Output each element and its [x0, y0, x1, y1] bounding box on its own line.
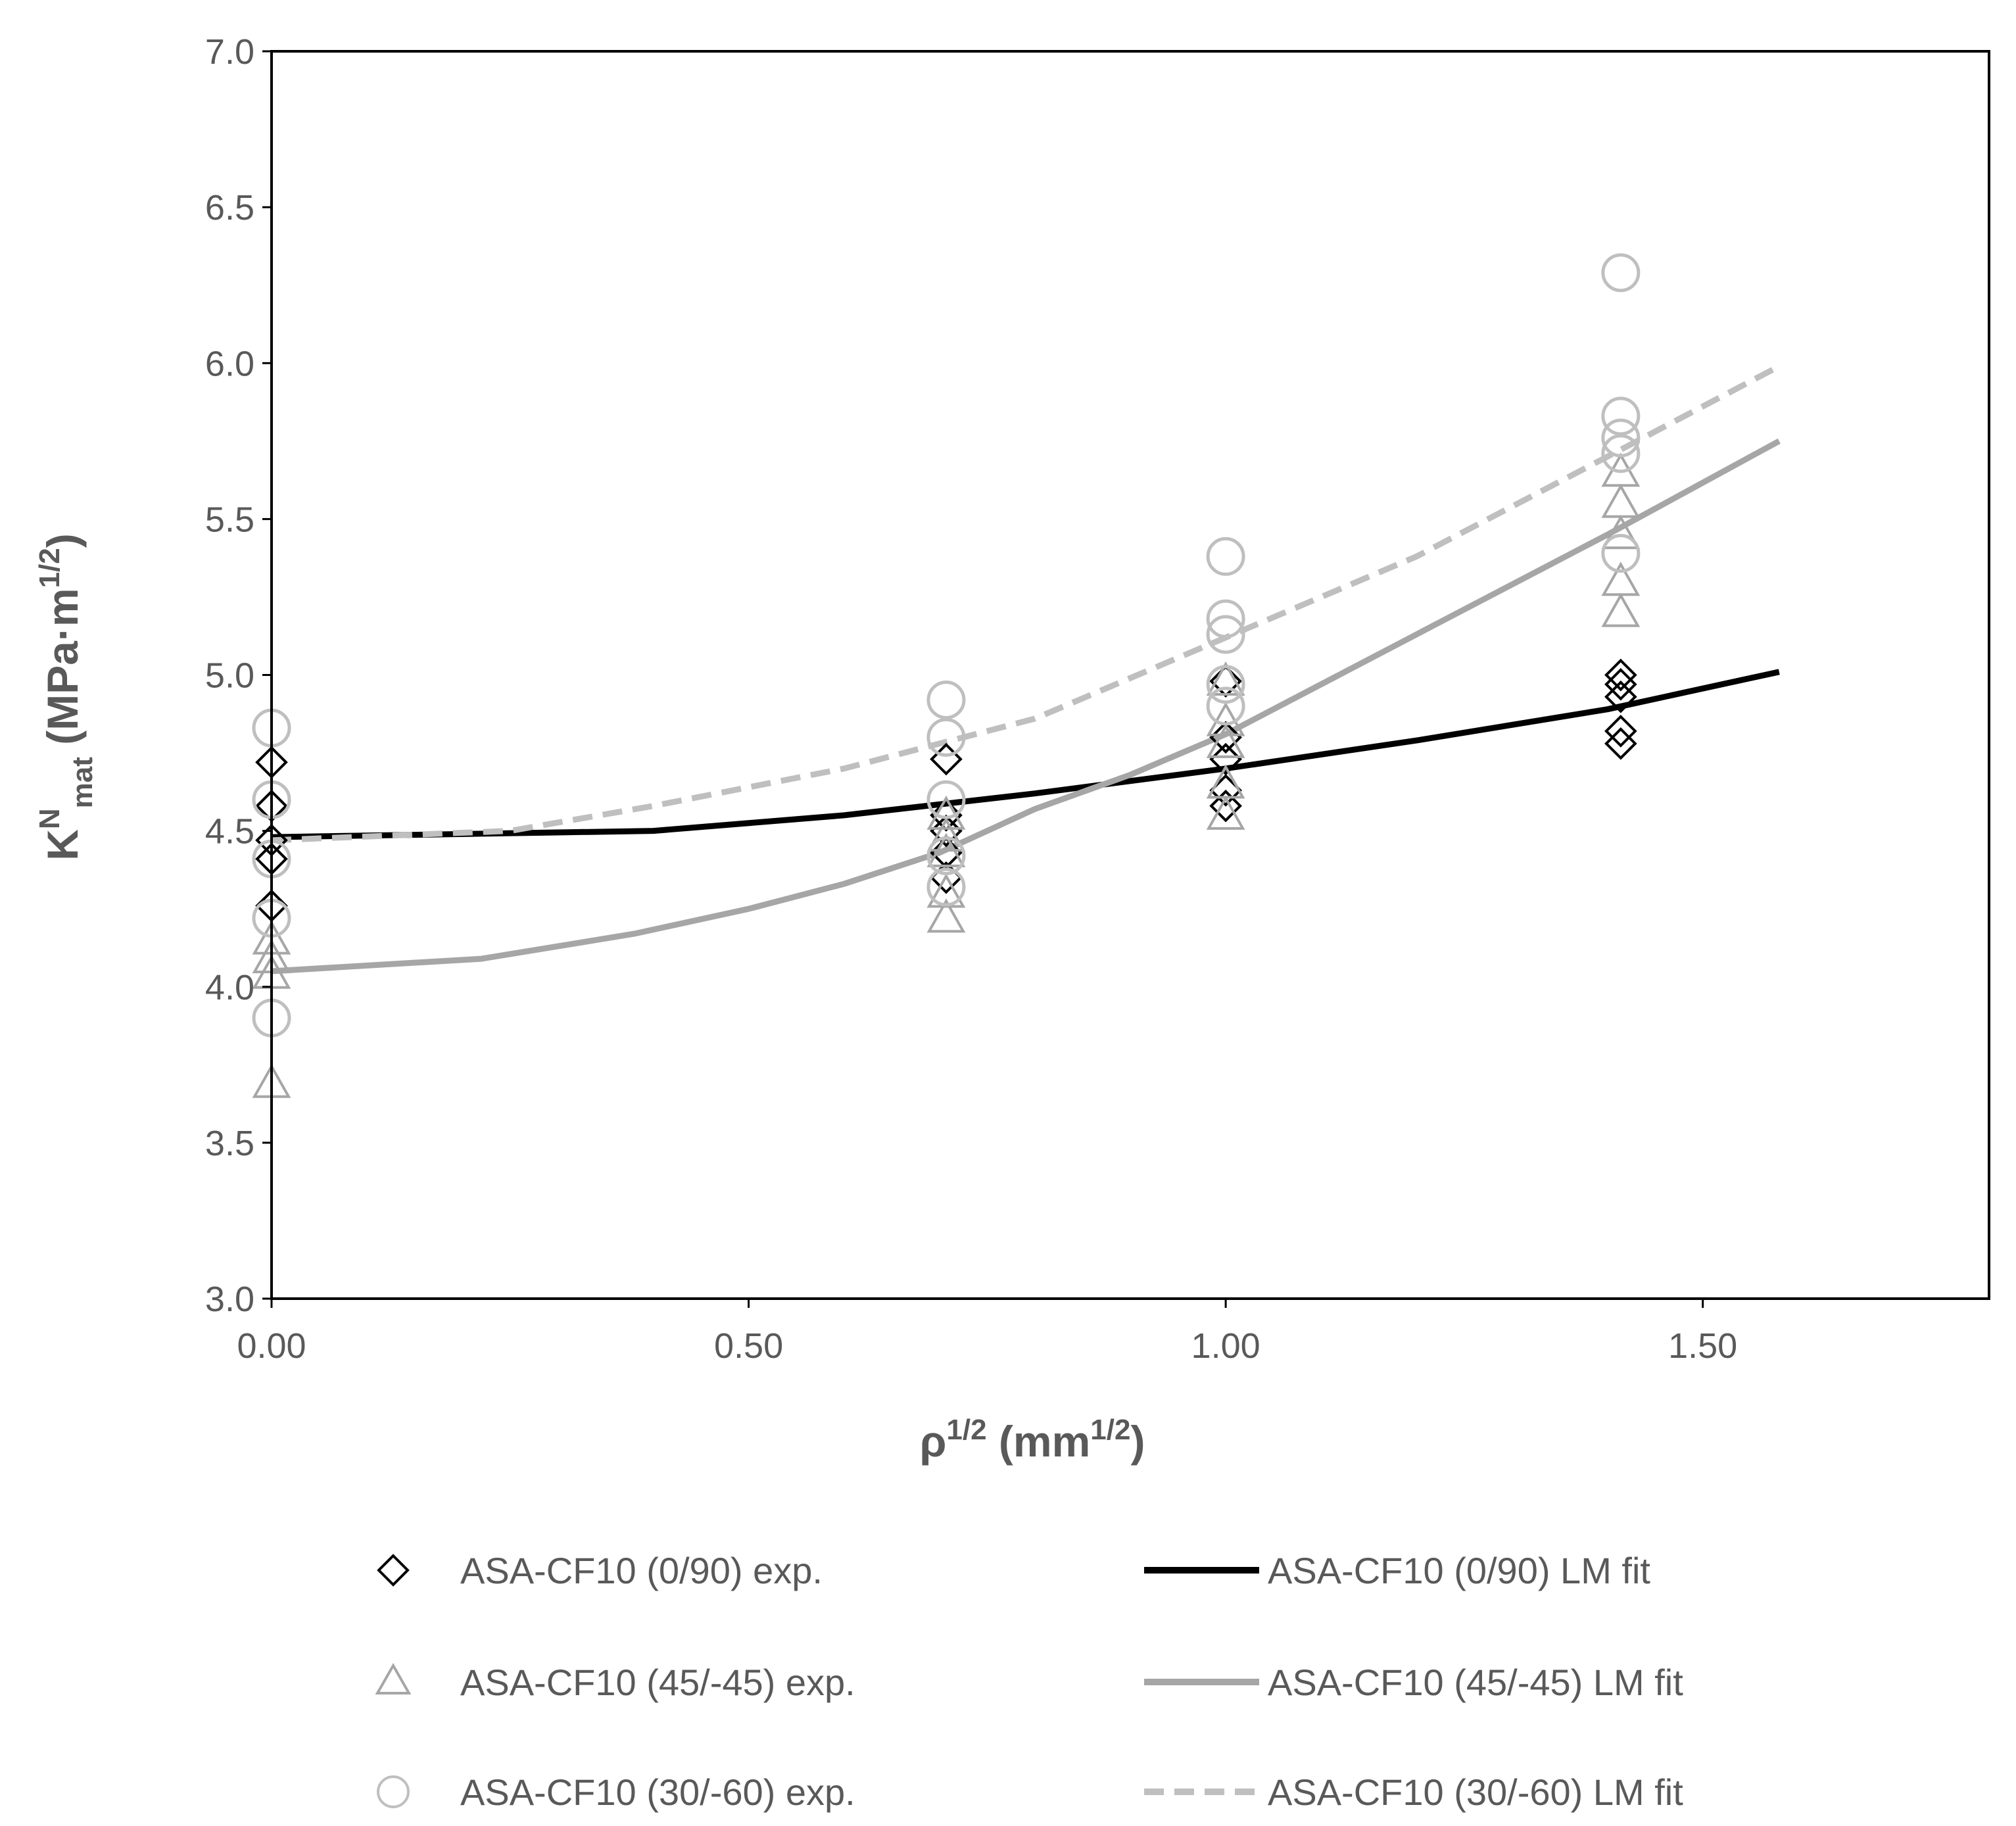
x-tick-label: 0.00 [237, 1326, 306, 1366]
data-point-diamond [1604, 715, 1637, 748]
data-point-triangle [926, 817, 966, 852]
y-tick-label: 5.5 [205, 500, 254, 539]
data-point-diamond [1209, 742, 1242, 776]
series-layer [252, 253, 1781, 1098]
x-tick-label: 1.50 [1668, 1326, 1737, 1366]
data-point-triangle [926, 795, 966, 830]
data-point-circle [1601, 434, 1641, 473]
legend-triangle-marker [375, 1662, 412, 1694]
data-point-circle [926, 680, 966, 719]
fit-line-30-60 [271, 364, 1781, 844]
data-point-triangle [926, 832, 966, 867]
y-tick-label: 6.0 [205, 344, 254, 383]
data-point-triangle [1206, 702, 1245, 736]
data-point-circle [1206, 686, 1245, 726]
legend-label-0-90-exp: ASA-CF10 (0/90) exp. [460, 1550, 823, 1591]
y-axis-title-base: K [38, 829, 87, 861]
data-point-triangle [926, 898, 966, 933]
data-point-circle [1601, 534, 1641, 573]
y-tick-label: 4.0 [205, 968, 254, 1007]
legend-label-45-45-exp: ASA-CF10 (45/-45) exp. [460, 1662, 855, 1703]
data-point-triangle [1206, 661, 1245, 696]
fit-line-0-90 [271, 669, 1780, 840]
legend-label-30-60-fit: ASA-CF10 (30/-60) LM fit [1268, 1771, 1683, 1813]
x-axis-title-unit-sup: 1/2 [1090, 1414, 1130, 1446]
y-tick-label: 3.0 [205, 1280, 254, 1319]
legend-item-45-45-fit: ASA-CF10 (45/-45) LM fit [1144, 1662, 1683, 1703]
legend-diamond-marker [377, 1554, 410, 1587]
y-axis-title: KNmat (MPa·m1/2) [34, 533, 99, 861]
data-point-diamond [1209, 721, 1242, 754]
y-tick-label: 3.5 [205, 1124, 254, 1163]
data-point-diamond [1604, 727, 1637, 760]
legend-label-0-90-fit: ASA-CF10 (0/90) LM fit [1268, 1550, 1650, 1591]
y-axis-title-sub: mat [66, 757, 99, 809]
legend-item-45-45-exp: ASA-CF10 (45/-45) exp. [375, 1662, 855, 1703]
y-axis-title-unit: (MPa·m [38, 588, 87, 757]
data-point-circle [926, 717, 966, 757]
ticks-layer: 3.0 3.5 4.0 4.5 5.0 5.5 6.0 6.5 7.0 0.00 0.50 1.00 1… [205, 32, 1737, 1366]
data-point-triangle [1601, 515, 1641, 550]
data-point-circle [1206, 665, 1245, 704]
legend-item-30-60-exp: ASA-CF10 (30/-60) exp. [377, 1771, 855, 1813]
x-axis-title-base: ρ [920, 1417, 947, 1466]
data-point-circle [926, 867, 966, 907]
y-axis-title-unit-sup: 1/2 [34, 548, 66, 588]
data-point-diamond [1209, 789, 1242, 823]
data-point-circle [926, 836, 966, 876]
x-tick-label: 0.50 [714, 1326, 783, 1366]
legend-label-30-60-exp: ASA-CF10 (30/-60) exp. [460, 1771, 855, 1813]
data-point-circle [1206, 599, 1245, 638]
x-axis-title-unit: (mm [987, 1417, 1091, 1466]
legend-item-30-60-fit: ASA-CF10 (30/-60) LM fit [1144, 1771, 1683, 1813]
y-tick-label: 4.5 [205, 812, 254, 852]
y-axis-title-unit-close: ) [38, 533, 87, 548]
data-point-circle [1206, 537, 1245, 576]
data-point-diamond [1604, 667, 1637, 701]
x-axis-title-sup: 1/2 [946, 1414, 986, 1446]
x-tick-label: 1.00 [1191, 1326, 1260, 1366]
data-point-triangle [1206, 723, 1245, 758]
fit-line-45-45 [271, 438, 1781, 974]
data-point-circle [1601, 418, 1641, 458]
data-point-diamond [930, 742, 963, 776]
data-point-diamond [1604, 658, 1637, 692]
data-point-triangle [1206, 795, 1245, 830]
data-point-circle [926, 780, 966, 819]
y-tick-label: 5.0 [205, 656, 254, 696]
y-tick-label: 6.5 [205, 188, 254, 228]
data-point-diamond [1604, 680, 1637, 713]
legend-circle-marker [377, 1775, 410, 1808]
data-point-circle [1206, 615, 1245, 654]
legend-label-45-45-fit: ASA-CF10 (45/-45) LM fit [1268, 1662, 1683, 1703]
data-point-circle [1601, 396, 1641, 436]
data-point-circle [1601, 253, 1641, 293]
y-tick-label: 7.0 [205, 32, 254, 72]
x-axis-title: ρ1/2 (mm1/2) [920, 1414, 1145, 1466]
legend-item-0-90-exp: ASA-CF10 (0/90) exp. [377, 1550, 823, 1591]
data-point-triangle [1601, 592, 1641, 627]
y-axis-title-sup: N [34, 808, 66, 829]
legend-item-0-90-fit: ASA-CF10 (0/90) LM fit [1144, 1550, 1650, 1591]
data-point-diamond [930, 814, 963, 848]
legend: ASA-CF10 (0/90) exp. ASA-CF10 (0/90) LM … [375, 1550, 1683, 1813]
x-axis-title-unit-close: ) [1130, 1417, 1145, 1466]
